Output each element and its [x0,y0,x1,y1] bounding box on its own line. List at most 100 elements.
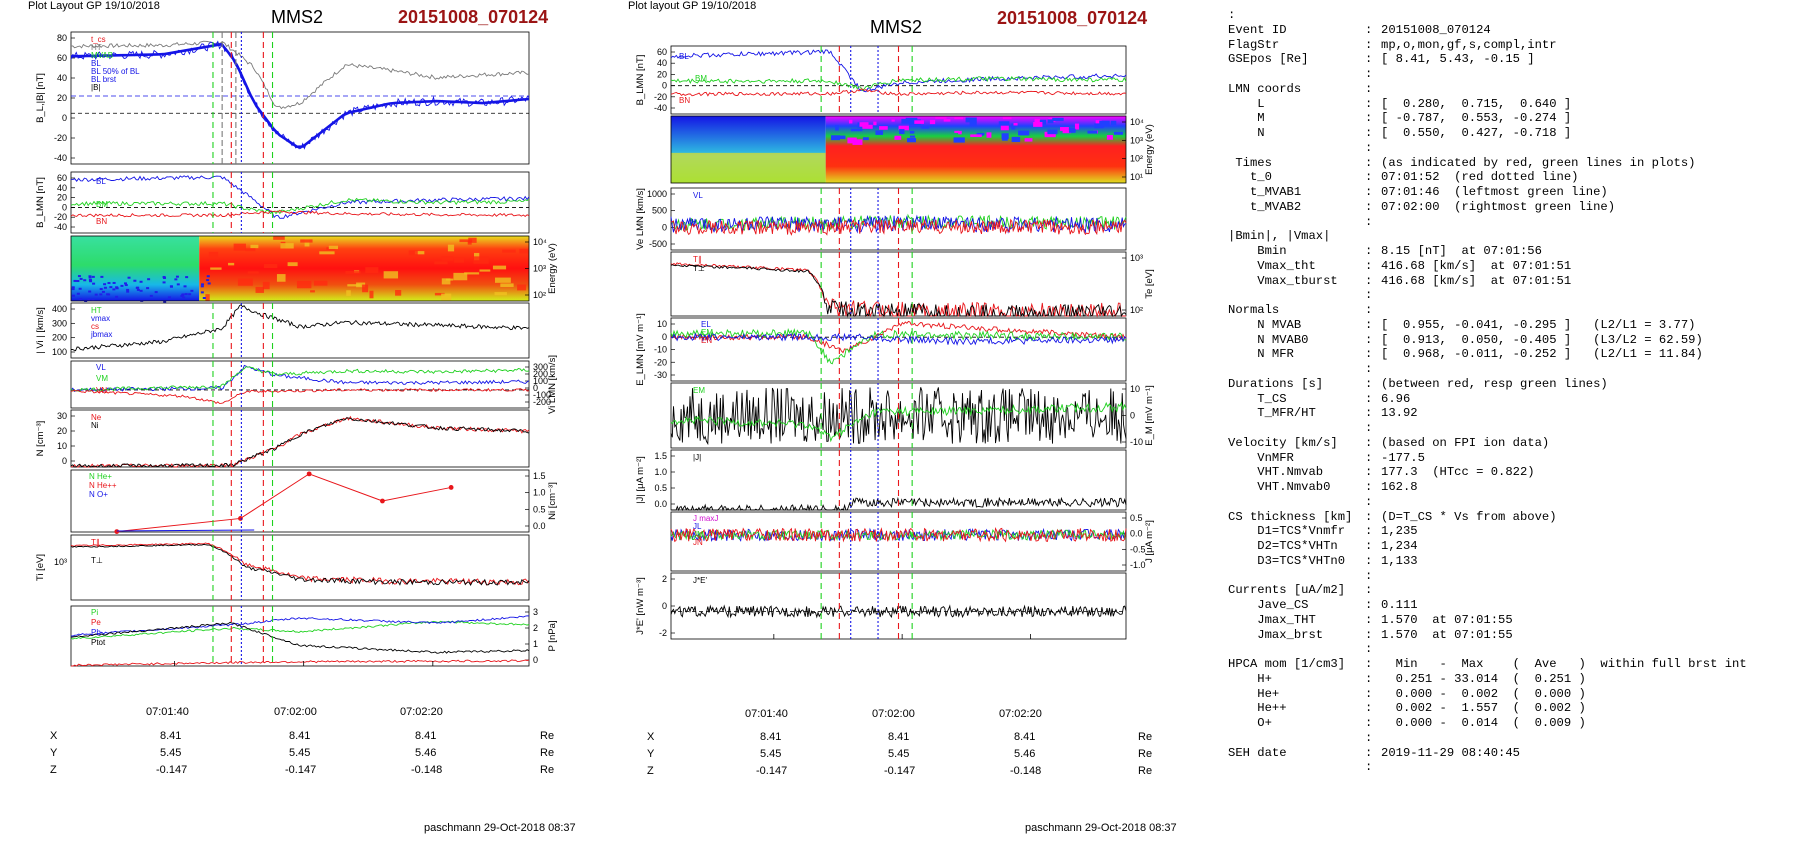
spectrogram-cell [245,248,256,252]
info-key: Vmax_tht [1228,258,1316,273]
info-key: VHT.Nmvab [1228,465,1324,480]
series-tpar [70,542,530,586]
spectrogram-cell [112,281,116,284]
spectrogram-cell [848,119,853,124]
series-ni [70,417,530,468]
info-colon: : [1365,465,1373,480]
series-label: BN [679,96,690,105]
series-el [670,320,1127,354]
spectrogram-cell [1001,133,1009,139]
info-value: 0.002 - 1.557 ( 0.002 ) [1381,701,1586,716]
info-key: T_CS [1228,391,1287,406]
spectrogram-cell [468,237,477,243]
legend-entry: MVAB [91,51,113,60]
series-label: J*E' [693,576,707,585]
spectrogram-cell [200,285,204,288]
spectrogram-cell [1002,116,1012,120]
legend-entry: N O+ [89,490,108,499]
info-key: N MFR [1228,347,1294,362]
y-tick-label: 60 [57,53,67,63]
spectrogram-cell [88,276,92,279]
pos-value: 5.45 [760,748,782,760]
legend-entry: Ptot [91,638,106,647]
spectrogram-cell [1033,122,1043,127]
spectrogram-cell [441,293,452,301]
series-label: VM [96,374,108,383]
info-colon: : [1365,406,1373,421]
info-colon: : [1365,273,1373,288]
y-tick-label: 0.5 [1130,513,1143,523]
spectrogram-cell [1094,123,1104,129]
spectrogram-cell [276,274,286,282]
series-label: BM [96,200,108,209]
spectrogram-cell [1047,129,1058,135]
series-label: JN [693,538,703,547]
info-line: CS thickness [km]: (D=T_CS * Vs from abov… [1228,510,1798,525]
spectrogram-cell [834,135,846,140]
spectrogram-cell [362,284,369,293]
y-axis-label: Te [eV] [1144,269,1155,299]
info-colon: : [1365,244,1373,258]
y-tick-label: 200 [52,333,67,343]
spectrogram-cell [873,121,877,126]
info-value: 07:02:00 (rightmost green line) [1381,199,1616,214]
spectrogram-cell [969,121,977,126]
series-label: T⊥ [693,264,705,273]
event-info-panel: : Event ID:20151008_070124 FlagStr: mp,o,mo… [1228,8,1798,775]
info-value: 416.68 [km/s] at 07:01:51 [1381,258,1572,273]
info-key: Velocity [km/s] [1228,435,1338,450]
spectrogram-cell [88,275,92,278]
y-tick-label: -20 [54,212,67,222]
y-tick-label: 10⁴ [533,237,547,247]
info-line: N MVAB: [ 0.955, -0.041, -0.295 ] (L2/L1 … [1228,318,1798,333]
left-time-tick-2: 07:02:00 [274,706,317,718]
info-line: : [1228,141,1798,156]
info-colon: : [1365,494,1373,509]
info-line: D1=TCS*Vnmfr:1,235 [1228,524,1798,539]
info-line: : [1228,215,1798,230]
legend-entry: N He++ [89,481,117,490]
info-value: 0.000 - 0.014 ( 0.009 ) [1381,716,1586,730]
spectrogram-cell [115,286,119,289]
info-line: : [1228,569,1798,584]
spectrogram-cell [831,135,841,141]
legend-entry: BL [91,59,101,68]
spectrogram-cell [851,128,863,132]
info-colon: : [1365,155,1373,170]
panel-frame [70,409,530,468]
series-label: VL [693,191,703,200]
spectrogram-cell [237,278,253,286]
info-value: mp,o,mon,gf,s,compl,intr [1381,37,1557,52]
y-tick-label: 10³ [54,557,67,567]
series-label: T⊥ [91,556,103,565]
info-key: H+ [1228,671,1272,686]
info-line: : [1228,642,1798,657]
info-colon: : [1365,288,1373,303]
y-tick-label: 0 [662,81,667,91]
spectrogram-cell [133,279,137,282]
spectrogram-cell [502,249,516,253]
spectrogram-cell [208,251,219,258]
series-label: JL [693,522,702,531]
y-tick-label: 20 [57,426,67,436]
y-tick-label: 10⁴ [1130,117,1144,127]
spectrogram-cell [383,271,399,279]
spectrogram-cell [1039,119,1047,125]
middle-plot-header: Plot layout GP 19/10/2018 [628,0,757,12]
spectrogram-cell [1018,130,1030,136]
spectrogram-cell [473,256,489,264]
info-value: (between red, resp green lines) [1381,376,1608,391]
y-axis-label: Ti [eV] [35,554,46,581]
spectrogram-cell [862,124,873,129]
spectrogram-cell [190,289,194,292]
pos-value: -0.148 [1010,765,1042,777]
series-bl [670,49,1127,93]
legend-entry: BL brst [91,75,117,84]
info-line: t_MVAB2:07:02:00 (rightmost green line) [1228,200,1798,215]
y-tick-label: 0 [62,456,67,466]
spectrogram-cell [345,271,361,274]
info-line: : [1228,495,1798,510]
spectrogram-cell [1110,120,1117,126]
info-line: : [1228,362,1798,377]
spectrogram-cell [1013,122,1018,126]
